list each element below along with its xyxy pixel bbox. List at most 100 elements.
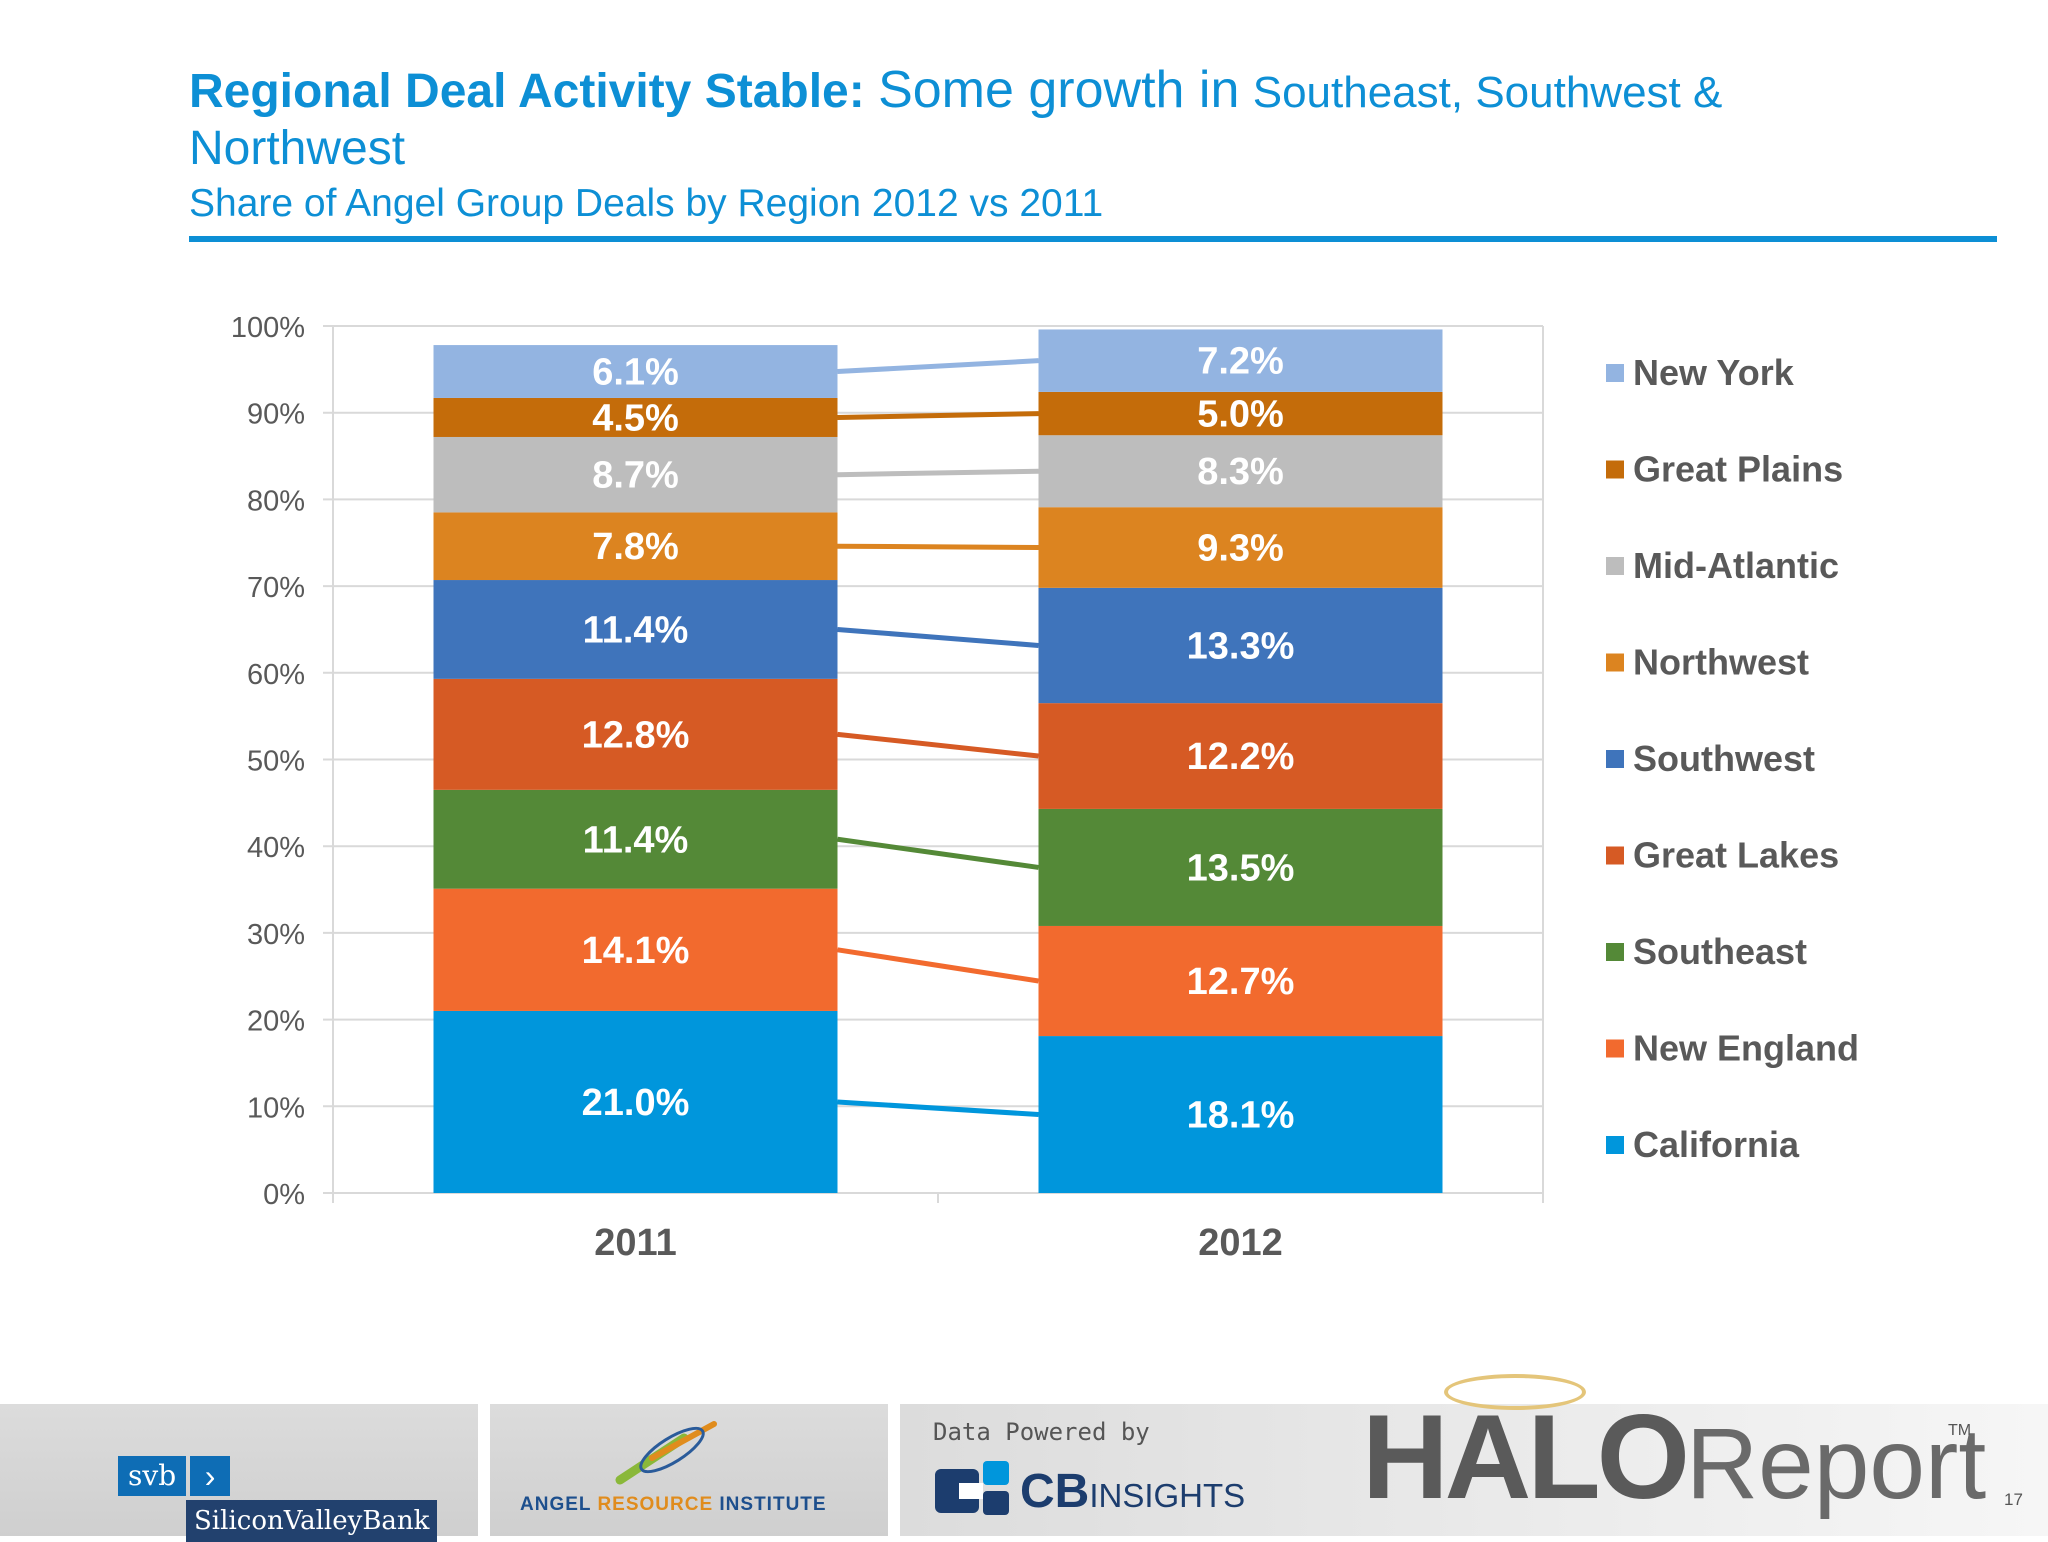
legend-swatch-new-england	[1606, 1039, 1624, 1058]
bar-great-lakes-2011	[433, 678, 838, 790]
bar-southeast-2011	[433, 789, 838, 889]
connector-southeast	[837, 836, 1039, 870]
bar-mid-atlantic-2011	[433, 436, 838, 513]
halo-word: HALO	[1362, 1390, 1690, 1524]
legend-label-california: California	[1633, 1124, 1800, 1165]
y-tick-label: 0%	[263, 1179, 305, 1211]
bar-southeast-2012	[1038, 808, 1443, 926]
legend-swatch-southeast	[1606, 943, 1624, 961]
ari-panel	[490, 1404, 888, 1536]
data-label: 21.0%	[582, 1082, 690, 1124]
page-title: Regional Deal Activity Stable: Some grow…	[189, 62, 2009, 121]
connector-great-plains	[837, 411, 1039, 420]
connector-new-york	[837, 358, 1039, 375]
data-label: 5.0%	[1197, 394, 1284, 436]
data-label: 13.5%	[1187, 847, 1295, 889]
y-tick-label: 40%	[247, 832, 305, 864]
svb-chevron-icon: ›	[190, 1456, 231, 1496]
title-bold: Regional Deal Activity Stable:	[189, 65, 865, 118]
data-label: 7.2%	[1197, 341, 1284, 383]
bar-southwest-2012	[1038, 587, 1443, 704]
legend-swatch-california	[1606, 1136, 1624, 1154]
svb-logo: svb › SiliconValleyBank	[118, 1456, 448, 1542]
ari-logo-icon	[615, 1421, 717, 1485]
legend-label-mid-atlantic: Mid-Atlantic	[1633, 545, 1839, 586]
legend-label-new-england: New England	[1633, 1028, 1859, 1069]
ari-word-2: RESOURCE	[597, 1494, 714, 1515]
stacked-bar-chart: 0% 10% 20% 30% 40% 50% 60% 70% 80% 90% 100% 21.0% 18…	[231, 312, 1859, 1264]
legend-label-new-york: New York	[1633, 352, 1795, 393]
bar-great-plains-2011	[433, 397, 838, 437]
data-label: 4.5%	[592, 397, 679, 439]
chart-svg: 0% 10% 20% 30% 40% 50% 60% 70% 80% 90% 100% 21.0% 18…	[231, 312, 1859, 1264]
data-label: 8.7%	[592, 455, 679, 497]
legend-label-southeast: Southeast	[1633, 931, 1807, 972]
y-tick-label: 70%	[247, 572, 305, 604]
title-block: Regional Deal Activity Stable: Some grow…	[189, 62, 2009, 229]
bar-california-2011	[433, 1010, 838, 1193]
data-label: 13.3%	[1187, 625, 1295, 667]
data-label: 14.1%	[582, 930, 690, 972]
data-label: 7.8%	[592, 526, 679, 568]
legend-swatch-new-york	[1606, 364, 1624, 382]
y-tick-label: 100%	[231, 312, 305, 344]
powered-by-label: Data Powered by	[933, 1418, 1150, 1446]
data-label: 12.8%	[582, 714, 690, 756]
bar-southwest-2011	[433, 580, 838, 679]
legend-swatch-great-plains	[1606, 460, 1624, 479]
y-tick-label: 80%	[247, 485, 305, 517]
data-label: 6.1%	[592, 352, 679, 394]
y-tick-label: 20%	[247, 1006, 305, 1038]
legend-label-great-plains: Great Plains	[1633, 449, 1843, 490]
halo-ring-icon	[1444, 1374, 1586, 1410]
report-word: Report	[1685, 1408, 1987, 1520]
x-category-label: 2011	[594, 1222, 676, 1264]
legend-swatch-mid-atlantic	[1606, 557, 1624, 575]
bar-mid-atlantic-2012	[1038, 435, 1443, 508]
title-rest-b: Southeast, Southwest &	[1252, 68, 1723, 117]
data-label: 12.2%	[1187, 736, 1295, 778]
title-rest-a: Some growth in	[878, 61, 1240, 119]
legend-swatch-great-lakes	[1606, 846, 1624, 865]
footer: svb › SiliconValleyBank	[0, 1404, 2048, 1542]
y-tick-label: 50%	[247, 746, 305, 778]
svb-wordmark: svb	[118, 1456, 187, 1496]
legend-label-northwest: Northwest	[1633, 642, 1809, 683]
legend-label-great-lakes: Great Lakes	[1633, 835, 1839, 876]
bar-new-york-2012	[1038, 329, 1443, 392]
trademark-mark: TM	[1948, 1422, 1972, 1439]
halo-report-logo: HALOReport	[1362, 1388, 1986, 1526]
cb-logo-icon	[935, 1461, 1009, 1515]
connector-southwest	[837, 626, 1039, 648]
title-rest-c: Northwest	[189, 122, 406, 175]
title-line-2: Northwest	[189, 121, 2009, 177]
cb-halo-panel	[900, 1404, 2048, 1536]
y-tick-label: 10%	[247, 1092, 305, 1124]
connector-new-england	[837, 947, 1039, 984]
svb-bank-name: SiliconValleyBank	[186, 1500, 438, 1542]
x-category-label: 2012	[1198, 1222, 1283, 1264]
bar-great-lakes-2012	[1038, 703, 1443, 809]
title-rule	[189, 236, 1997, 242]
data-label: 11.4%	[583, 609, 689, 651]
y-tick-label: 30%	[247, 919, 305, 951]
bar-new-england-2011	[433, 888, 838, 1011]
svb-panel: svb › SiliconValleyBank	[0, 1404, 478, 1542]
y-tick-label: 60%	[247, 659, 305, 691]
page-number: 17	[2004, 1490, 2023, 1509]
data-label: 8.3%	[1197, 451, 1284, 493]
data-label: 12.7%	[1187, 961, 1295, 1003]
legend-swatch-northwest	[1606, 653, 1624, 672]
bar-new-york-2011	[433, 345, 838, 398]
cb-insights-logo: CBINSIGHTS	[1020, 1464, 1245, 1519]
legend-swatch-southwest	[1606, 750, 1624, 768]
data-label: 9.3%	[1197, 528, 1284, 570]
connector-northwest	[837, 543, 1039, 551]
y-tick-label: 90%	[247, 399, 305, 431]
connector-mid-atlantic	[837, 468, 1039, 478]
bar-california-2012	[1038, 1036, 1443, 1193]
cb-letters: CB	[1020, 1465, 1090, 1518]
connector-great-lakes	[837, 731, 1039, 759]
bar-great-plains-2012	[1038, 391, 1443, 436]
connector-california	[837, 1099, 1039, 1118]
